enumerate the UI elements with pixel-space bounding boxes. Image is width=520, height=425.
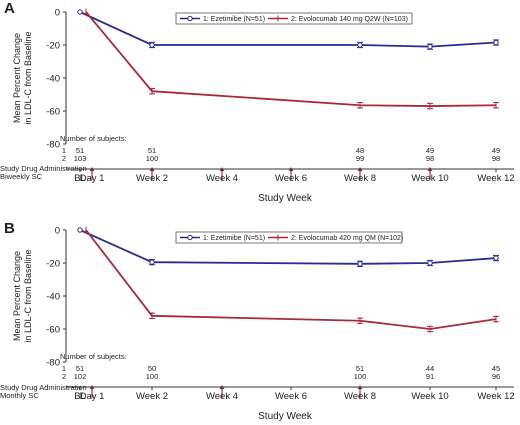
subjects-count-ezetimibe: 51	[356, 364, 364, 373]
subjects-row-label: 2	[62, 372, 66, 381]
y-axis-label-line2: in LDL-C from Baseline	[23, 31, 33, 124]
subjects-count-ezetimibe: 51	[76, 146, 84, 155]
x-tick-label: Week 4	[206, 173, 238, 184]
legend-box	[175, 12, 413, 25]
subjects-count-evolocumab: 91	[426, 372, 434, 381]
y-tick-label: -60	[46, 107, 60, 118]
x-tick-label: Week 8	[344, 391, 376, 402]
subjects-count-evolocumab: 98	[492, 154, 500, 163]
data-point	[77, 9, 83, 15]
subjects-count-ezetimibe: 51	[76, 364, 84, 373]
data-point	[427, 43, 433, 50]
y-tick-label: -80	[46, 358, 60, 369]
x-tick-label: BL	[74, 391, 86, 402]
legend-label-evolocumab: 2: Evolocumab 420 mg QM (N=102)	[291, 235, 403, 242]
subjects-count-evolocumab: 100	[146, 154, 159, 163]
x-tick-label: Week 6	[275, 391, 307, 402]
x-tick-label: Week 4	[206, 391, 238, 402]
subjects-count-ezetimibe: 45	[492, 364, 500, 373]
subjects-count-ezetimibe: 51	[148, 146, 156, 155]
legend-label-ezetimibe: 1: Ezetimibe (N=51)	[203, 235, 265, 242]
y-tick-label: -60	[46, 325, 60, 336]
subjects-count-ezetimibe: 49	[426, 146, 434, 155]
subjects-label: Number of subjects:	[60, 352, 127, 361]
legend: 1: Ezetimibe (N=51) 2: Evolocumab 420 mg …	[175, 231, 403, 244]
x-tick-label: Week 2	[136, 173, 168, 184]
x-tick-label: Week 8	[344, 173, 376, 184]
data-point	[357, 42, 363, 48]
administration-schedule: Biweekly SC	[0, 172, 43, 181]
subjects-row-label: 2	[62, 154, 66, 163]
subjects-count-evolocumab: 103	[74, 154, 87, 163]
subjects-count-ezetimibe: 50	[148, 364, 156, 373]
y-axis-label: Mean Percent Change	[12, 33, 22, 123]
subjects-count-ezetimibe: 48	[356, 146, 364, 155]
data-point	[357, 261, 363, 267]
y-tick-label: -20	[46, 41, 60, 52]
series-line	[85, 229, 497, 330]
legend-marker-ezetimibe	[187, 234, 193, 241]
x-tick-label: Week 2	[136, 391, 168, 402]
series-ezetimibe	[77, 227, 499, 267]
legend-marker-ezetimibe	[187, 15, 193, 22]
y-tick-label: -20	[46, 259, 60, 270]
subjects-count-evolocumab: 96	[492, 372, 500, 381]
y-tick-label: 0	[55, 226, 60, 237]
x-tick-label: Week 12	[477, 173, 514, 184]
series-evolocumab	[85, 226, 499, 333]
data-point	[493, 39, 499, 46]
x-tick-label: Week 6	[275, 173, 307, 184]
panel-letter: A	[4, 0, 15, 17]
y-axis-label: Mean Percent Change	[12, 251, 22, 341]
data-point	[493, 255, 499, 261]
subjects-count-evolocumab: 98	[426, 154, 434, 163]
data-point	[149, 42, 155, 48]
panel-letter: B	[4, 220, 15, 237]
x-tick-label: Week 12	[477, 391, 514, 402]
x-tick-label: BL	[74, 173, 86, 184]
panel-b: B Mean Percent Change in LDL-C from Baseli…	[0, 220, 515, 422]
legend-label-evolocumab: 2: Evolocumab 140 mg Q2W (N=103)	[291, 16, 408, 23]
y-tick-label: -80	[46, 140, 60, 151]
x-tick-label: Week 10	[411, 173, 448, 184]
y-tick-label: -40	[46, 74, 60, 85]
subjects-count-ezetimibe: 49	[492, 146, 500, 155]
subjects-count-evolocumab: 100	[146, 372, 159, 381]
y-tick-label: -40	[46, 292, 60, 303]
legend: 1: Ezetimibe (N=51) 2: Evolocumab 140 mg …	[175, 12, 413, 25]
legend-box	[175, 231, 403, 244]
data-point	[77, 227, 83, 233]
subjects-count-evolocumab: 99	[356, 154, 364, 163]
x-tick-label: Day 1	[80, 173, 105, 184]
subjects-count-evolocumab: 100	[354, 372, 367, 381]
x-tick-label: Week 10	[411, 391, 448, 402]
subjects-row-label: 1	[62, 364, 66, 373]
x-axis-label: Study Week	[258, 193, 313, 204]
x-tick-label: Day 1	[80, 391, 105, 402]
administration-label: Study Drug Administration	[0, 164, 87, 173]
subjects-row-label: 1	[62, 146, 66, 155]
subjects-label: Number of subjects:	[60, 134, 127, 143]
subjects-count-ezetimibe: 44	[426, 364, 434, 373]
series-evolocumab	[85, 8, 499, 110]
legend-label-ezetimibe: 1: Ezetimibe (N=51)	[203, 16, 265, 23]
administration-label: Study Drug Administration	[0, 383, 87, 392]
data-point	[427, 260, 433, 266]
series-ezetimibe	[77, 9, 499, 50]
subjects-count-evolocumab: 102	[74, 372, 87, 381]
series-line	[85, 11, 497, 107]
administration-schedule: Monthly SC	[0, 391, 39, 400]
x-axis-label: Study Week	[258, 411, 313, 422]
data-point	[149, 259, 155, 265]
y-tick-label: 0	[55, 8, 60, 19]
y-axis-label-line2: in LDL-C from Baseline	[23, 249, 33, 342]
panel-a: A Mean Percent Change in LDL-C from Baseli…	[0, 0, 515, 204]
